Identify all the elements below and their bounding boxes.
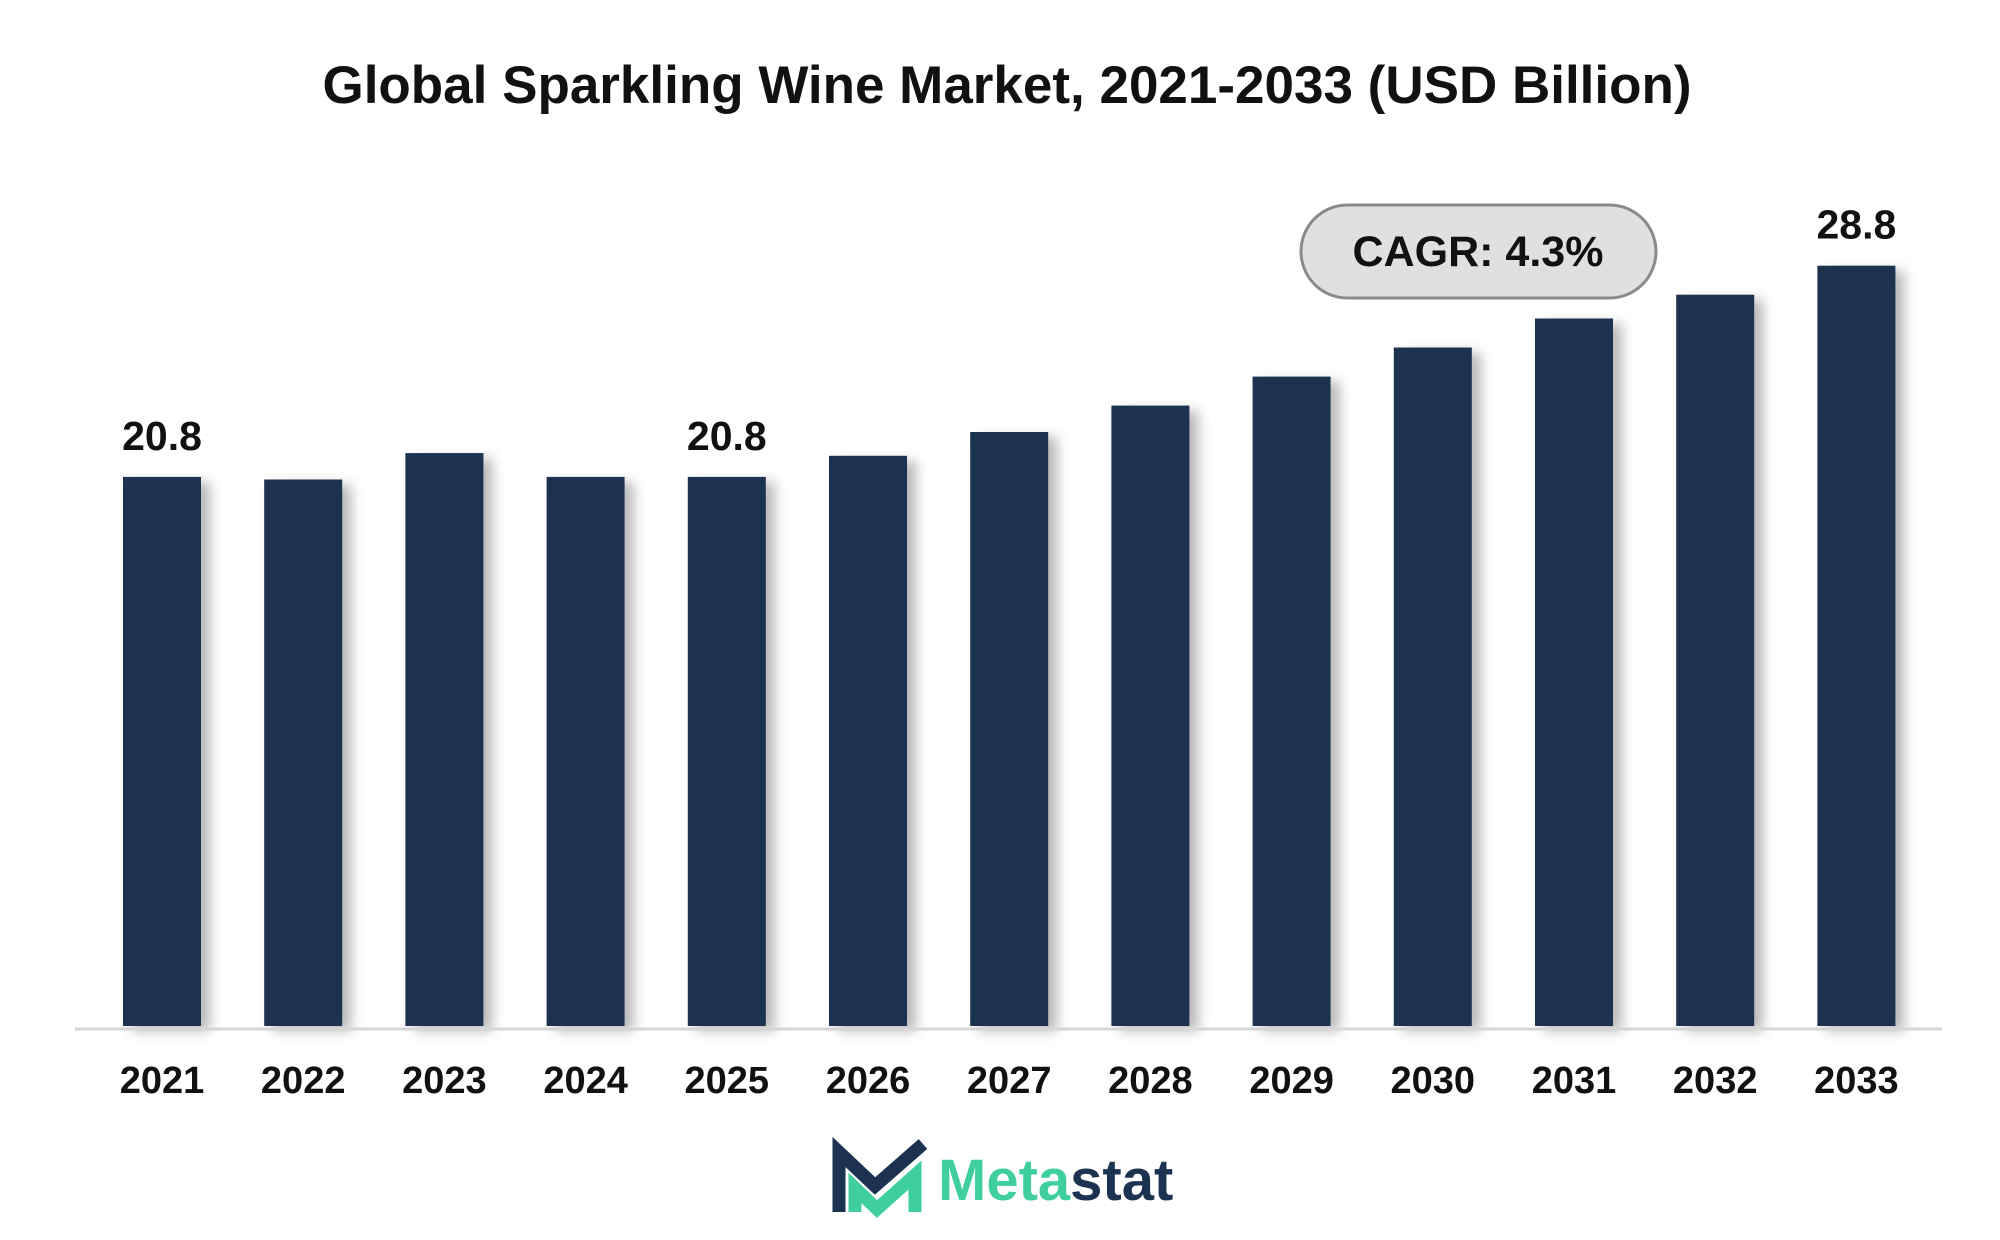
bar-2032 xyxy=(1676,294,1755,1026)
cagr-badge-background xyxy=(1299,203,1658,300)
x-tick-label-2024: 2024 xyxy=(543,1060,628,1102)
bar-2029 xyxy=(1252,376,1331,1027)
bar-2033 xyxy=(1817,265,1896,1026)
metastat-logo-icon xyxy=(832,1136,928,1218)
x-tick-label-2029: 2029 xyxy=(1249,1060,1334,1102)
x-tick-label-2031: 2031 xyxy=(1532,1060,1617,1102)
metastat-logo-wordmark: Metastat xyxy=(938,1148,1173,1213)
x-tick-label-2028: 2028 xyxy=(1108,1060,1193,1102)
bar-2023 xyxy=(405,453,484,1027)
bar-2022 xyxy=(264,479,343,1026)
chart-title: Global Sparkling Wine Market, 2021-2033 … xyxy=(322,56,1691,115)
x-tick-label-2032: 2032 xyxy=(1673,1060,1758,1102)
data-label-2021: 20.8 xyxy=(122,413,202,459)
bar-2031 xyxy=(1535,318,1613,1026)
cagr-badge: CAGR: 4.3% xyxy=(1299,203,1658,300)
logo-wordmark-stat: stat xyxy=(1070,1148,1173,1213)
x-tick-label-2022: 2022 xyxy=(261,1060,346,1102)
bar-2025 xyxy=(687,476,766,1026)
bars-group xyxy=(123,265,1896,1027)
x-tick-label-2023: 2023 xyxy=(402,1060,487,1102)
x-tick-label-2030: 2030 xyxy=(1391,1060,1476,1102)
x-tick-label-2026: 2026 xyxy=(826,1060,911,1102)
x-tick-label-2033: 2033 xyxy=(1814,1060,1899,1102)
bar-2027 xyxy=(970,432,1049,1026)
bar-2026 xyxy=(829,455,907,1026)
cagr-badge-label: CAGR: 4.3% xyxy=(1353,228,1604,276)
x-tick-labels: 2021 2022 2023 2024 2025 2026 2027 2028 2029 2030… xyxy=(120,1060,1899,1102)
x-tick-label-2021: 2021 xyxy=(120,1060,205,1102)
data-label-2025: 20.8 xyxy=(687,413,767,459)
x-tick-label-2025: 2025 xyxy=(685,1060,770,1102)
bar-2030 xyxy=(1393,347,1472,1026)
data-labels: 20.8 20.8 28.8 xyxy=(122,202,1896,459)
x-tick-label-2027: 2027 xyxy=(967,1060,1052,1102)
bar-2021 xyxy=(123,476,201,1026)
bar-2028 xyxy=(1111,405,1190,1027)
metastat-logo: Metastat xyxy=(832,1136,1173,1218)
bar-2024 xyxy=(546,476,625,1026)
logo-m-teal-stroke xyxy=(848,1160,922,1218)
logo-m-navy-stroke xyxy=(832,1136,928,1212)
data-label-2033: 28.8 xyxy=(1816,202,1896,248)
logo-wordmark-meta: Meta xyxy=(938,1148,1071,1213)
